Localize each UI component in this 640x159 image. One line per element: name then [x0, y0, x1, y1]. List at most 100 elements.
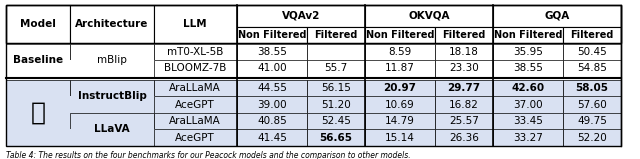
- Bar: [493, 80, 563, 96]
- Text: 16.82: 16.82: [449, 100, 479, 110]
- Text: AraLLaMA: AraLLaMA: [170, 116, 221, 126]
- Bar: [154, 5, 237, 43]
- Bar: [307, 27, 365, 43]
- Bar: [154, 129, 237, 146]
- Text: Non Filtered: Non Filtered: [237, 30, 307, 40]
- Text: 41.00: 41.00: [257, 63, 287, 73]
- Text: mT0-XL-5B: mT0-XL-5B: [167, 47, 223, 57]
- Text: 52.20: 52.20: [577, 132, 607, 142]
- Bar: [435, 129, 493, 146]
- Bar: [237, 80, 307, 96]
- Bar: [6, 80, 70, 146]
- Bar: [154, 60, 237, 77]
- Text: 38.55: 38.55: [257, 47, 287, 57]
- Bar: [435, 96, 493, 113]
- Text: Architecture: Architecture: [76, 19, 148, 29]
- Text: 23.30: 23.30: [449, 63, 479, 73]
- Bar: [435, 80, 493, 96]
- Bar: [154, 80, 237, 96]
- Bar: [154, 44, 237, 60]
- Text: 57.60: 57.60: [577, 100, 607, 110]
- Bar: [237, 5, 365, 27]
- Text: 55.7: 55.7: [324, 63, 348, 73]
- Bar: [365, 60, 435, 77]
- Bar: [493, 129, 563, 146]
- Bar: [365, 27, 435, 43]
- Bar: [154, 96, 237, 113]
- Text: 49.75: 49.75: [577, 116, 607, 126]
- Bar: [154, 113, 237, 129]
- Bar: [493, 113, 563, 129]
- Text: 50.45: 50.45: [577, 47, 607, 57]
- Bar: [307, 113, 365, 129]
- Text: 10.69: 10.69: [385, 100, 415, 110]
- Text: 33.27: 33.27: [513, 132, 543, 142]
- Text: 15.14: 15.14: [385, 132, 415, 142]
- Bar: [237, 27, 307, 43]
- Bar: [6, 96, 621, 113]
- Bar: [563, 96, 621, 113]
- Text: 25.57: 25.57: [449, 116, 479, 126]
- Bar: [493, 60, 563, 77]
- Text: 29.77: 29.77: [447, 83, 481, 93]
- Bar: [307, 80, 365, 96]
- Text: 14.79: 14.79: [385, 116, 415, 126]
- Text: GQA: GQA: [544, 11, 570, 21]
- Bar: [435, 60, 493, 77]
- Text: 8.59: 8.59: [388, 47, 412, 57]
- Text: 20.97: 20.97: [383, 83, 417, 93]
- Text: BLOOMZ-7B: BLOOMZ-7B: [164, 63, 227, 73]
- Bar: [237, 60, 307, 77]
- Bar: [435, 27, 493, 43]
- Bar: [70, 5, 154, 43]
- Bar: [563, 44, 621, 60]
- Text: Non Filtered: Non Filtered: [493, 30, 563, 40]
- Bar: [563, 113, 621, 129]
- Bar: [493, 27, 563, 43]
- Text: 39.00: 39.00: [257, 100, 287, 110]
- Text: 37.00: 37.00: [513, 100, 543, 110]
- Text: Filtered: Filtered: [442, 30, 486, 40]
- Text: AceGPT: AceGPT: [175, 132, 215, 142]
- Bar: [563, 60, 621, 77]
- Text: 40.85: 40.85: [257, 116, 287, 126]
- Bar: [6, 80, 621, 96]
- Bar: [70, 44, 154, 77]
- Text: AceGPT: AceGPT: [175, 100, 215, 110]
- Text: Model: Model: [20, 19, 56, 29]
- Bar: [6, 5, 621, 43]
- Bar: [6, 60, 621, 77]
- Text: 42.60: 42.60: [511, 83, 545, 93]
- Text: 44.55: 44.55: [257, 83, 287, 93]
- Bar: [237, 44, 307, 60]
- Text: 18.18: 18.18: [449, 47, 479, 57]
- Text: Table 4: The results on the four benchmarks for our Peacock models and the compa: Table 4: The results on the four benchma…: [6, 151, 411, 159]
- Text: InstructBlip: InstructBlip: [77, 91, 147, 101]
- Text: 51.20: 51.20: [321, 100, 351, 110]
- Text: LLaVA: LLaVA: [94, 124, 130, 134]
- Text: 54.85: 54.85: [577, 63, 607, 73]
- Bar: [365, 5, 493, 27]
- Bar: [493, 44, 563, 60]
- Text: VQAv2: VQAv2: [282, 11, 320, 21]
- Text: AraLLaMA: AraLLaMA: [170, 83, 221, 93]
- Text: Baseline: Baseline: [13, 55, 63, 65]
- Bar: [307, 60, 365, 77]
- Text: 11.87: 11.87: [385, 63, 415, 73]
- Bar: [493, 96, 563, 113]
- Bar: [365, 44, 435, 60]
- Bar: [237, 129, 307, 146]
- Text: 41.45: 41.45: [257, 132, 287, 142]
- Text: OKVQA: OKVQA: [408, 11, 449, 21]
- Bar: [365, 80, 435, 96]
- Bar: [70, 113, 154, 146]
- Text: mBlip: mBlip: [97, 55, 127, 65]
- Text: Non Filtered: Non Filtered: [365, 30, 435, 40]
- Bar: [563, 80, 621, 96]
- Bar: [70, 80, 154, 113]
- Bar: [365, 96, 435, 113]
- Bar: [6, 5, 621, 27]
- Text: 58.05: 58.05: [575, 83, 609, 93]
- Bar: [6, 44, 621, 60]
- Text: 33.45: 33.45: [513, 116, 543, 126]
